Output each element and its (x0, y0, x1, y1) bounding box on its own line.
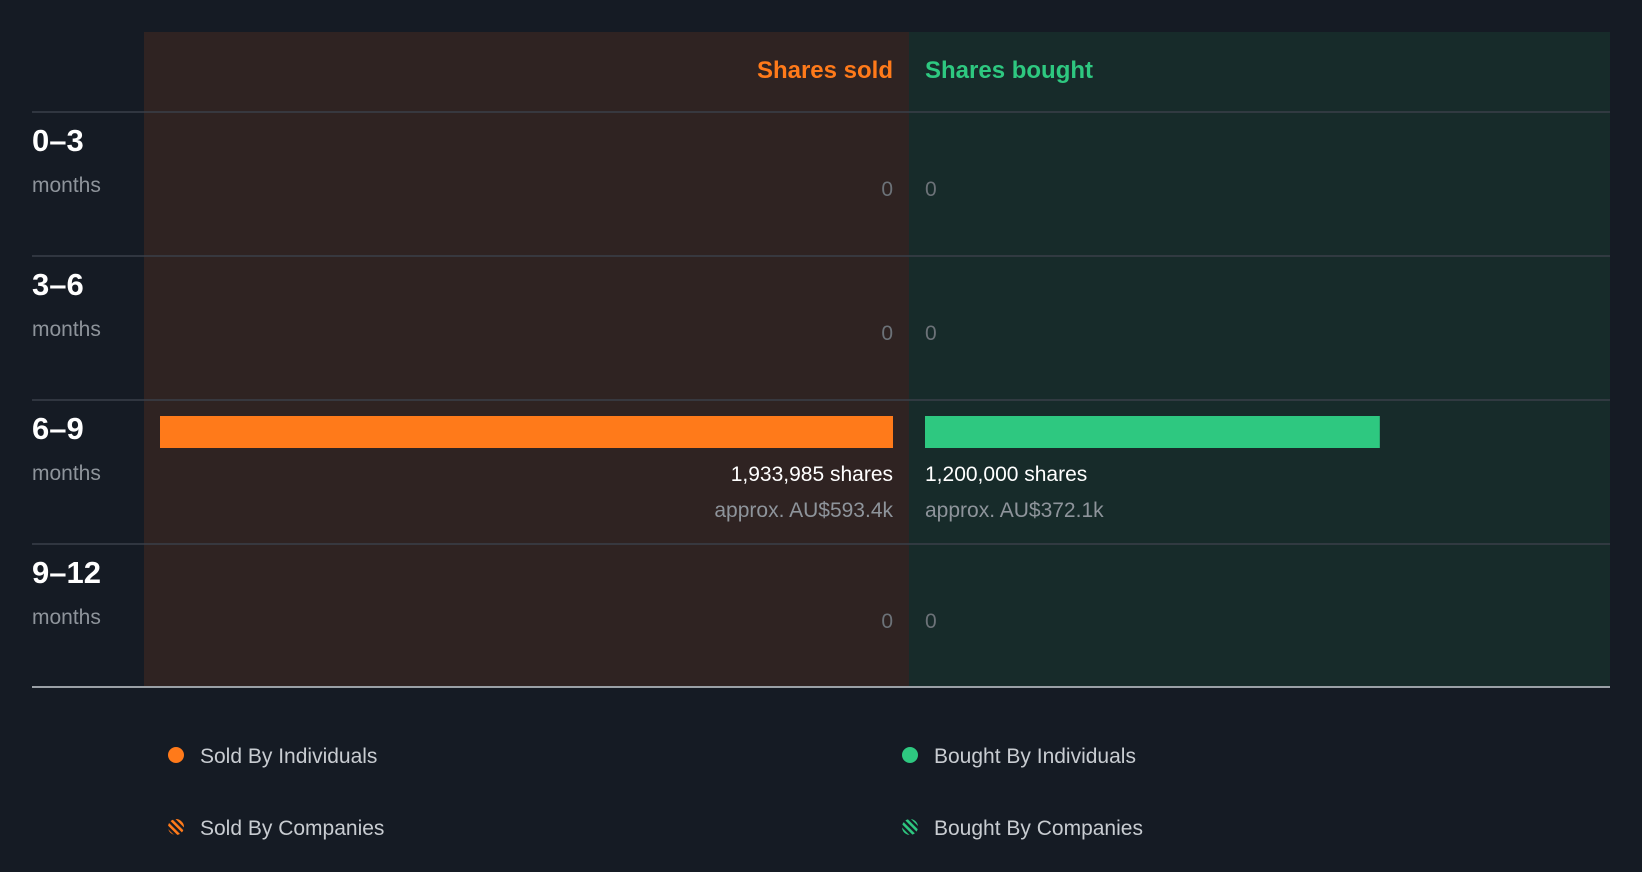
period-label: 6–9 (32, 411, 84, 446)
bought-value-label: approx. AU$372.1k (925, 499, 1104, 522)
period-label: 9–12 (32, 555, 101, 590)
legend-item: Bought By Companies (902, 817, 1143, 840)
period-unit: months (32, 606, 101, 629)
dot-swatch-icon (902, 747, 918, 763)
period-unit: months (32, 174, 101, 197)
bought-panel (909, 32, 1610, 687)
sold-bar (160, 416, 893, 448)
period-unit: months (32, 318, 101, 341)
period-label: 3–6 (32, 267, 84, 302)
period-label: 0–3 (32, 123, 84, 158)
legend-label: Sold By Individuals (200, 745, 377, 768)
sold-zero-label: 0 (881, 178, 893, 201)
legend-item: Sold By Individuals (168, 745, 377, 768)
legend-label: Sold By Companies (200, 817, 384, 840)
dot-swatch-icon (168, 747, 184, 763)
sold-panel (144, 32, 909, 687)
bought-zero-label: 0 (925, 610, 937, 633)
bought-zero-label: 0 (925, 322, 937, 345)
striped-swatch-icon (902, 819, 918, 835)
bought-bar (925, 416, 1380, 448)
sold-shares-label: 1,933,985 shares (731, 463, 893, 486)
bought-zero-label: 0 (925, 178, 937, 201)
legend-label: Bought By Individuals (934, 745, 1136, 768)
period-unit: months (32, 462, 101, 485)
sold-zero-label: 0 (881, 610, 893, 633)
sold-column-header: Shares sold (757, 57, 893, 84)
legend-item: Bought By Individuals (902, 745, 1136, 768)
bought-column-header: Shares bought (925, 57, 1093, 84)
sold-value-label: approx. AU$593.4k (714, 499, 893, 522)
legend-item: Sold By Companies (168, 817, 384, 840)
striped-swatch-icon (168, 819, 184, 835)
sold-zero-label: 0 (881, 322, 893, 345)
bought-shares-label: 1,200,000 shares (925, 463, 1087, 486)
legend-label: Bought By Companies (934, 817, 1143, 840)
